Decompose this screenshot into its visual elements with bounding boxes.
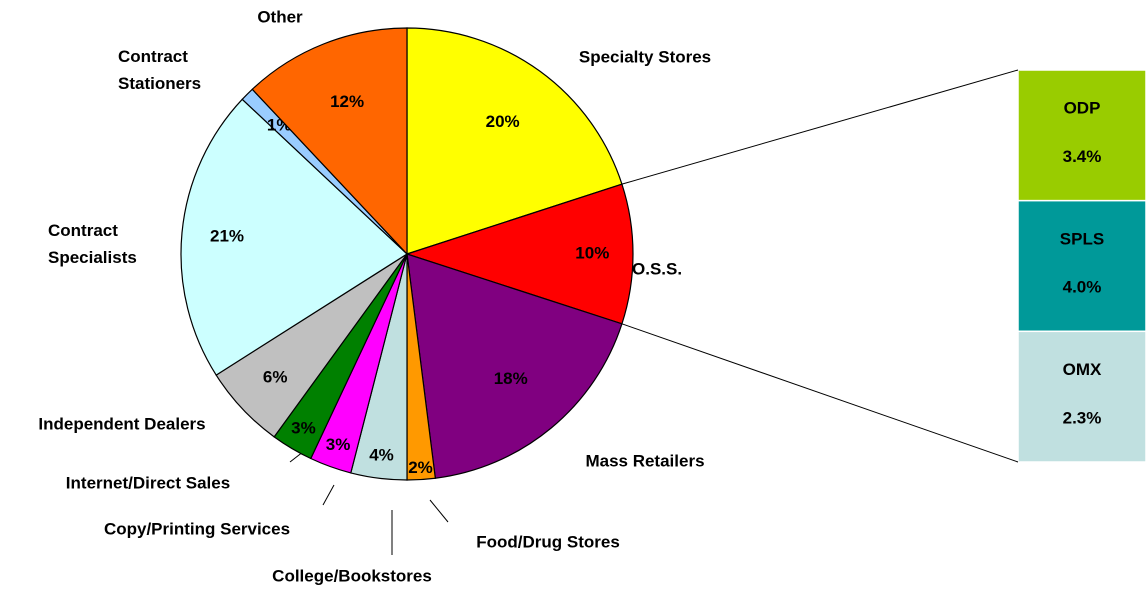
value-label: 4% xyxy=(369,445,394,464)
category-label-line: Contract xyxy=(118,47,188,66)
category-label: Mass Retailers xyxy=(585,451,704,470)
category-label-line: Stationers xyxy=(118,74,201,93)
value-label: 3% xyxy=(291,419,316,438)
value-label: 20% xyxy=(486,112,520,131)
value-label: 10% xyxy=(575,243,609,262)
category-label: Copy/Printing Services xyxy=(104,519,290,538)
value-label: 18% xyxy=(494,369,528,388)
category-label: Specialty Stores xyxy=(579,47,711,66)
leader-line xyxy=(322,484,335,506)
breakdown-bar xyxy=(1017,69,1146,202)
pie-slice xyxy=(405,183,634,325)
connector-line xyxy=(621,323,1019,463)
category-label: Contract Stationers xyxy=(118,47,201,93)
category-label: Food/Drug Stores xyxy=(476,532,620,551)
category-label: Independent Dealers xyxy=(38,414,205,433)
value-label: 21% xyxy=(210,226,244,245)
category-label: Contract Specialists xyxy=(48,221,137,267)
category-label-line: Specialists xyxy=(48,248,137,267)
category-label: Other xyxy=(257,7,303,26)
leader-line xyxy=(429,499,449,523)
pie-slice xyxy=(180,98,408,376)
breakdown-label: SPLS xyxy=(1060,229,1104,248)
breakdown-value-label: 2.3% xyxy=(1063,408,1102,427)
breakdown-value-label: 3.4% xyxy=(1063,147,1102,166)
breakdown-bar xyxy=(1017,199,1146,333)
category-label-line: Contract xyxy=(48,221,118,240)
pie-slice xyxy=(251,27,408,256)
value-label: 3% xyxy=(326,435,351,454)
breakdown-label: OMX xyxy=(1063,360,1102,379)
value-label: 2% xyxy=(408,458,433,477)
category-label: O.S.S. xyxy=(632,259,682,278)
breakdown-value-label: 4.0% xyxy=(1063,278,1102,297)
pie-slice xyxy=(406,27,623,255)
breakdown-bar xyxy=(1017,330,1146,463)
connector-line xyxy=(621,69,1019,185)
pie-slice xyxy=(406,253,623,479)
category-label: College/Bookstores xyxy=(272,566,432,585)
category-label: Internet/Direct Sales xyxy=(66,473,230,492)
value-label: 12% xyxy=(330,92,364,111)
value-label: 6% xyxy=(263,367,288,386)
breakdown-label: ODP xyxy=(1064,99,1101,118)
